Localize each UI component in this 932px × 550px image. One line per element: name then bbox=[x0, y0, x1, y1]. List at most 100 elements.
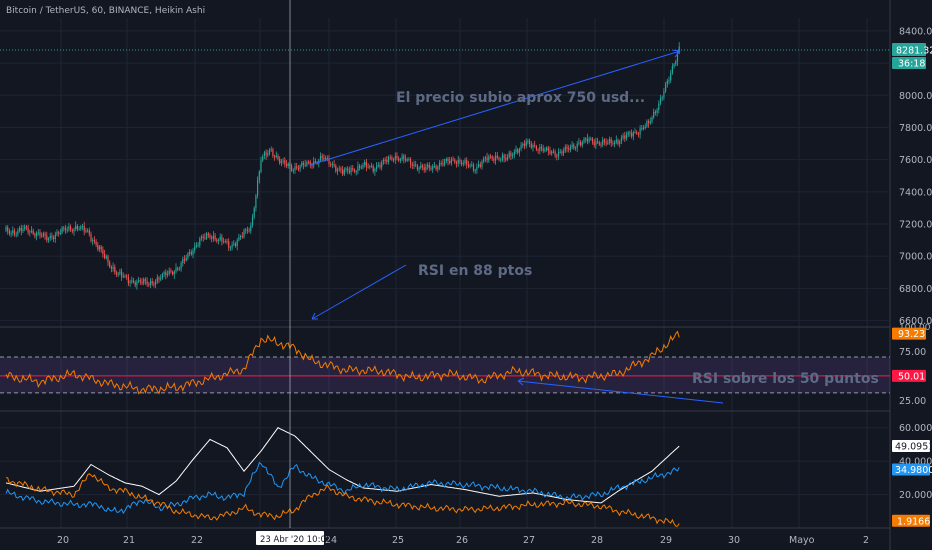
dmi-white-line bbox=[5, 427, 680, 504]
candle-body bbox=[634, 132, 636, 134]
candle-body bbox=[20, 227, 22, 232]
rsi-axis-tick-label: 75.00 bbox=[899, 347, 926, 358]
candle-body bbox=[240, 236, 242, 238]
dmi-blue-badge-text: 34.9800 bbox=[895, 465, 932, 476]
candle-body bbox=[78, 228, 80, 230]
candle-body bbox=[593, 141, 595, 146]
candle-body bbox=[255, 195, 257, 208]
candle-body bbox=[454, 159, 456, 163]
candle-body bbox=[253, 207, 255, 218]
candle-body bbox=[665, 84, 667, 92]
candle-body bbox=[199, 238, 201, 246]
candle-body bbox=[190, 252, 192, 255]
candle-body bbox=[387, 157, 390, 162]
candle-body bbox=[102, 249, 104, 254]
candle-body bbox=[107, 256, 109, 263]
candle-body bbox=[671, 66, 673, 73]
candle-body bbox=[632, 132, 634, 137]
candle-body bbox=[469, 165, 471, 167]
candle-body bbox=[547, 147, 549, 151]
candle-body bbox=[248, 230, 250, 232]
candle-body bbox=[144, 279, 146, 281]
candle-body bbox=[515, 149, 517, 153]
candle-body bbox=[410, 159, 412, 165]
candle-body bbox=[462, 163, 464, 165]
candle-body bbox=[251, 217, 254, 226]
candle-body bbox=[217, 239, 220, 242]
candle-body bbox=[661, 97, 663, 99]
candle-body bbox=[444, 160, 446, 165]
candle-body bbox=[319, 155, 322, 161]
candle-body bbox=[109, 262, 111, 267]
candle-body bbox=[299, 165, 301, 170]
candle-body bbox=[197, 245, 199, 247]
candle-body bbox=[525, 141, 527, 146]
candle-body bbox=[654, 111, 656, 113]
candle-body bbox=[578, 142, 580, 144]
price-axis-tick-label: 7000.00 bbox=[899, 252, 932, 263]
candle-body bbox=[352, 168, 354, 170]
candle-body bbox=[658, 103, 660, 110]
candle-body bbox=[668, 80, 670, 82]
candle-body bbox=[583, 138, 585, 143]
candle-body bbox=[183, 259, 186, 261]
candle-body bbox=[51, 235, 53, 238]
candle-body bbox=[211, 237, 213, 239]
dmi-axis-tick-label: 20.0000 bbox=[899, 490, 932, 501]
candle-body bbox=[471, 164, 473, 166]
candle-body bbox=[437, 167, 439, 170]
candle-body bbox=[472, 164, 475, 171]
candle-body bbox=[404, 158, 407, 161]
candle-body bbox=[530, 143, 532, 148]
dmi-axis-tick-label: 40.0000 bbox=[899, 457, 932, 468]
candle-body bbox=[438, 163, 441, 168]
candle-body bbox=[401, 155, 403, 160]
candle-body bbox=[496, 155, 498, 158]
candle-body bbox=[313, 161, 315, 166]
candle-body bbox=[187, 253, 189, 258]
candle-body bbox=[265, 152, 267, 156]
candle-body bbox=[139, 280, 141, 282]
candle-body bbox=[88, 230, 90, 235]
candle-body bbox=[136, 281, 138, 286]
time-axis-tick-label: 28 bbox=[591, 535, 603, 546]
candle-body bbox=[576, 143, 578, 148]
candle-body bbox=[449, 161, 451, 164]
candle-body bbox=[153, 283, 155, 285]
time-axis-tick-label: 26 bbox=[456, 535, 468, 546]
candle-body bbox=[506, 156, 509, 160]
candle-body bbox=[223, 241, 225, 243]
rsi-arrow-line bbox=[311, 264, 407, 320]
candle-body bbox=[90, 234, 92, 242]
candle-body bbox=[151, 281, 153, 284]
dmi-blue-line bbox=[5, 461, 680, 515]
candle-body bbox=[372, 165, 374, 172]
candle-body bbox=[170, 270, 172, 272]
candle-body bbox=[212, 235, 214, 239]
annotation-rsi-text: RSI en 88 ptos bbox=[418, 263, 532, 279]
candle-body bbox=[360, 167, 362, 169]
candle-body bbox=[673, 64, 675, 67]
candle-body bbox=[41, 235, 43, 237]
candle-body bbox=[177, 267, 179, 270]
candle-body bbox=[291, 165, 293, 171]
candle-body bbox=[539, 146, 541, 151]
candle-body bbox=[489, 156, 492, 158]
candle-body bbox=[236, 240, 238, 247]
candle-body bbox=[92, 240, 94, 242]
candle-body bbox=[277, 155, 279, 159]
candle-body bbox=[532, 144, 534, 148]
candle-body bbox=[246, 229, 248, 231]
candle-body bbox=[335, 165, 337, 172]
candle-body bbox=[168, 270, 170, 274]
candle-body bbox=[10, 232, 12, 234]
annotation-rsi-50-text: RSI sobre los 50 puntos bbox=[692, 371, 879, 387]
candle-body bbox=[564, 146, 566, 151]
candle-body bbox=[574, 147, 577, 149]
candle-body bbox=[455, 162, 458, 164]
candle-body bbox=[614, 142, 616, 144]
candle-body bbox=[393, 159, 395, 161]
candle-body bbox=[333, 164, 335, 166]
candle-body bbox=[498, 157, 500, 160]
candle-body bbox=[309, 161, 311, 166]
